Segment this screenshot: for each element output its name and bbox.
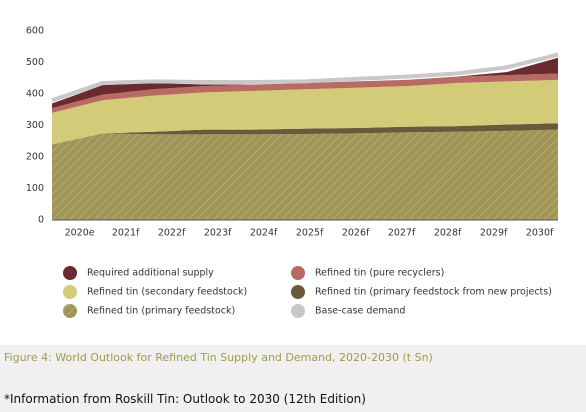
area bbox=[52, 73, 558, 113]
x-tick-label: 2023f bbox=[204, 228, 232, 239]
legend-marker bbox=[63, 304, 77, 318]
y-tick-label: 0 bbox=[38, 215, 44, 226]
y-tick-label: 200 bbox=[26, 152, 44, 163]
x-tick-label: 2027f bbox=[388, 228, 416, 239]
demand-line bbox=[51, 52, 559, 103]
legend-marker bbox=[291, 285, 305, 299]
x-tick-label: 2029f bbox=[480, 228, 508, 239]
caption: Figure 4: World Outlook for Refined Tin … bbox=[4, 351, 433, 364]
legend-marker bbox=[291, 266, 305, 280]
legend-label: Refined tin (secondary feedstock) bbox=[87, 287, 247, 298]
chart: 0 100 200 300 400 500 600 2020e 2021f 2022f 2023f 2… bbox=[0, 0, 586, 345]
legend-label: Base-case demand bbox=[315, 306, 405, 317]
x-tick-label: 2022f bbox=[158, 228, 186, 239]
legend-marker bbox=[291, 304, 305, 318]
legend-label: Refined tin (primary feedstock) bbox=[87, 306, 235, 317]
legend-label: Refined tin (pure recyclers) bbox=[315, 268, 444, 279]
legend-label: Required additional supply bbox=[87, 268, 214, 279]
y-tick-label: 100 bbox=[26, 183, 44, 194]
area bbox=[52, 79, 558, 145]
footnote: *Information from Roskill Tin: Outlook t… bbox=[4, 392, 366, 406]
y-tick-label: 500 bbox=[26, 57, 44, 68]
legend-marker bbox=[63, 266, 77, 280]
x-tick-label: 2024f bbox=[250, 228, 278, 239]
area bbox=[52, 123, 558, 145]
x-tick-label: 2026f bbox=[342, 228, 370, 239]
legend-marker bbox=[63, 285, 77, 299]
x-tick-label: 2030f bbox=[526, 228, 554, 239]
x-tick-label: 2028f bbox=[434, 228, 462, 239]
legend-label: Refined tin (primary feedstock from new … bbox=[315, 287, 552, 298]
y-tick-label: 300 bbox=[26, 120, 44, 131]
x-tick-label: 2020e bbox=[65, 228, 95, 239]
x-tick-label: 2021f bbox=[112, 228, 140, 239]
x-tick-label: 2025f bbox=[296, 228, 324, 239]
y-tick-label: 400 bbox=[26, 89, 44, 100]
area bbox=[52, 129, 558, 220]
y-tick-label: 600 bbox=[26, 26, 44, 37]
